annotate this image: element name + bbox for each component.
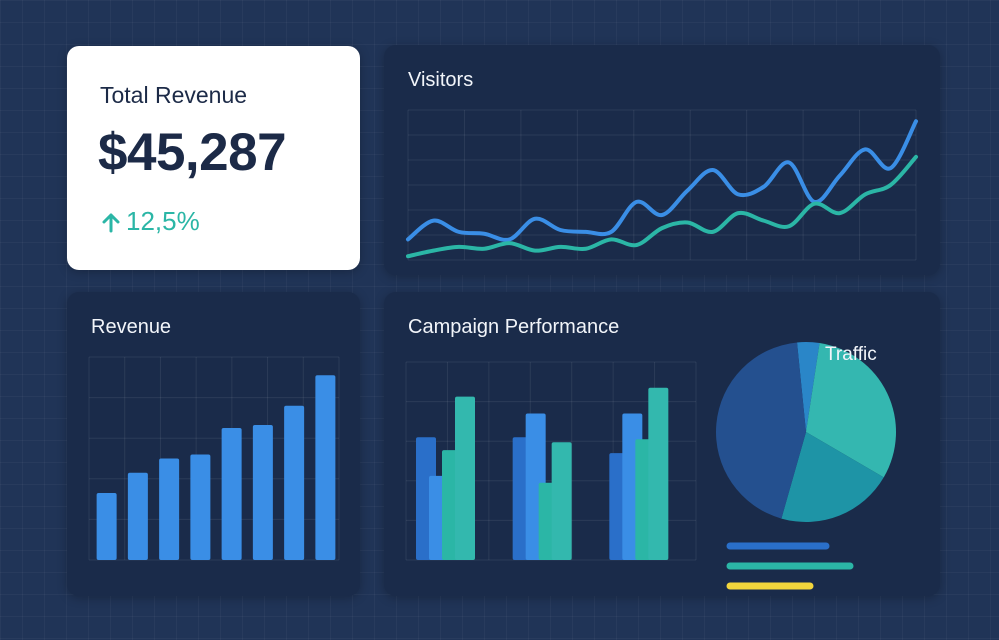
revenue-bar [221,428,242,560]
traffic-pie-label: Traffic [825,344,877,365]
total-revenue-value: $45,287 [98,123,287,182]
revenue-bar [159,458,180,560]
pie-slice [797,342,820,432]
revenue-title: Revenue [91,316,172,338]
visitors-card: Visitors [384,45,940,275]
revenue-bar [127,472,148,560]
revenue-card: Revenue [67,292,360,596]
revenue-bar [252,425,273,560]
revenue-bar [190,454,211,560]
campaign-performance-card: Campaign Performance Traffic [384,292,940,596]
campaign-charts [405,342,896,590]
campaign-bar [551,442,572,560]
campaign-performance-title: Campaign Performance [408,316,620,338]
campaign-bar [455,396,475,560]
revenue-change-value: 12,5% [126,206,200,236]
pie-slice [781,432,884,522]
arrow-up-icon [102,213,120,232]
visitors-line-chart [406,109,918,261]
pie-slice [806,343,896,478]
revenue-change-indicator: 12,5% [100,206,200,237]
visitors-series-1-line [406,119,918,242]
pie-slice [716,342,806,519]
total-revenue-card: Total Revenue $45,287 12,5% [67,46,360,270]
revenue-bar [96,493,117,560]
campaign-bar [648,387,669,560]
visitors-series-2-line [406,154,918,259]
visitors-title: Visitors [408,69,474,91]
revenue-bar-chart [88,356,340,561]
total-revenue-title: Total Revenue [100,82,248,108]
revenue-bar [315,375,336,560]
revenue-bar [284,405,305,560]
